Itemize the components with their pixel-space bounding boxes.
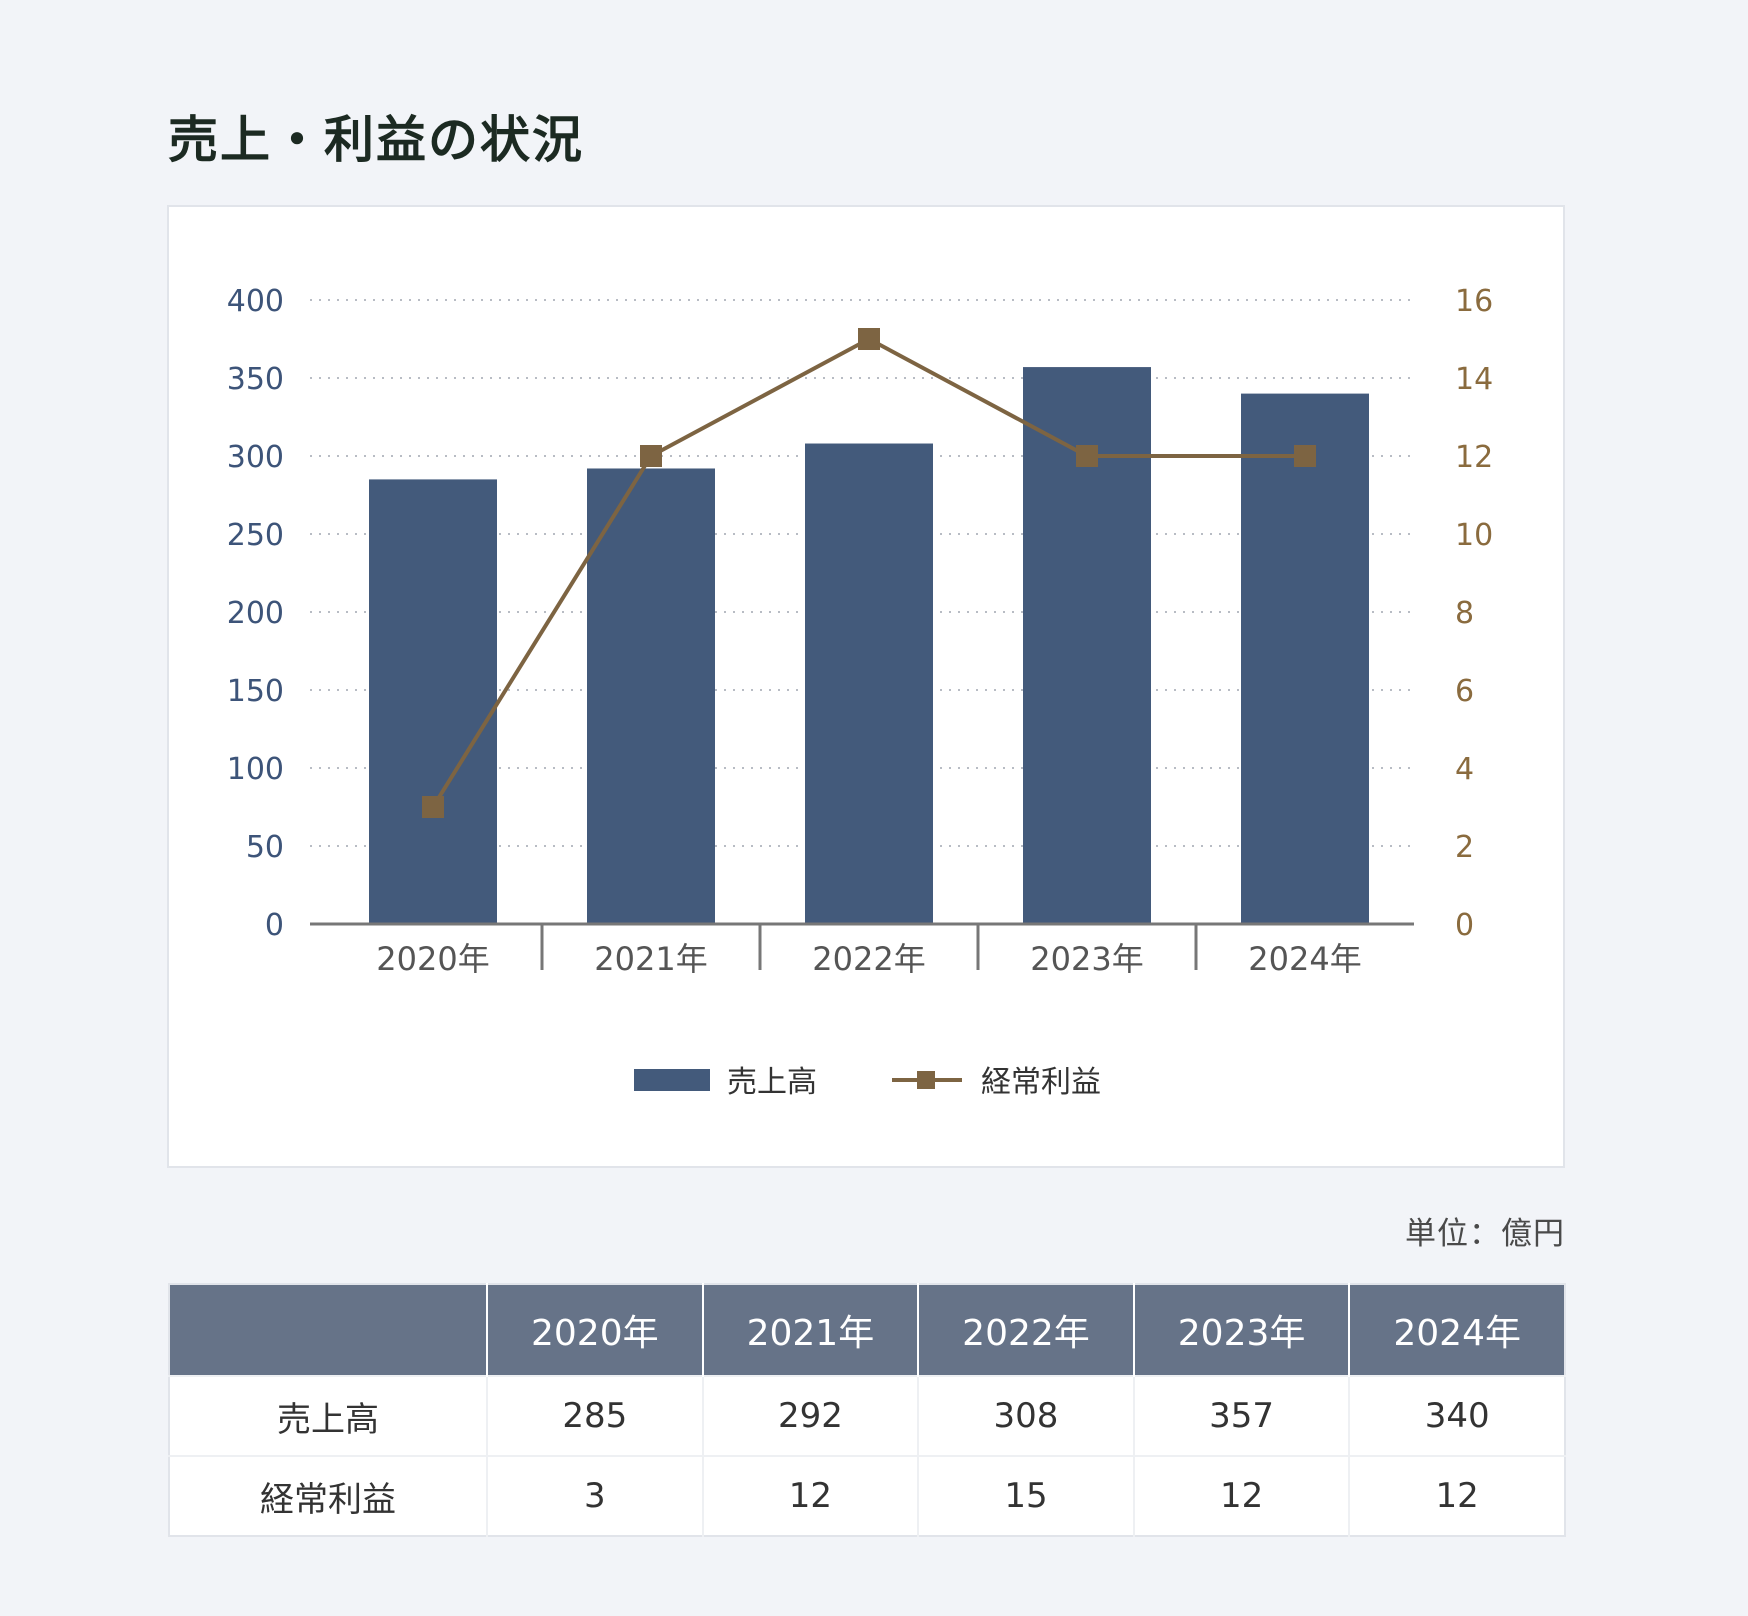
left-axis-tick-label: 150: [227, 674, 284, 709]
table-header-cell: 2022年: [917, 1284, 1134, 1376]
x-axis-tick-label: 2023年: [1030, 940, 1143, 978]
profit-marker-2024年: [1294, 445, 1316, 467]
left-axis-tick-label: 0: [265, 908, 284, 943]
table-header-cell: 2021年: [701, 1284, 919, 1376]
bar-2021年: [587, 468, 715, 924]
table-cell: 12: [701, 1455, 919, 1536]
table-cell: 357: [1132, 1375, 1350, 1456]
data-table: 2020年 2021年 2022年 2023年 2024年 売上高 285 29…: [168, 1283, 1566, 1537]
legend-swatch-sales: [634, 1069, 710, 1091]
right-axis-tick-label: 2: [1455, 830, 1474, 865]
unit-note: 単位：億円: [1405, 1216, 1565, 1252]
sales-profit-chart: 0 50 100 150 200 250 300 350 400 0 2 4 6 8 10 12 14 16 202…: [227, 284, 1493, 1100]
legend-marker-profit: [917, 1071, 935, 1089]
left-axis-tick-label: 100: [227, 752, 284, 787]
left-axis-tick-label: 200: [227, 596, 284, 631]
table-header-cell: [169, 1284, 487, 1376]
table-cell: 340: [1348, 1375, 1565, 1456]
right-axis-tick-label: 8: [1455, 596, 1474, 631]
left-axis-tick-label: 400: [227, 284, 284, 319]
table-cell: 292: [701, 1375, 919, 1456]
table-header-cell: 2020年: [486, 1284, 703, 1376]
x-axis-tick-label: 2020年: [376, 940, 489, 978]
bar-2020年: [369, 479, 497, 924]
right-axis-tick-label: 6: [1455, 674, 1474, 709]
right-axis-tick-label: 14: [1455, 362, 1493, 397]
right-axis-tick-label: 16: [1455, 284, 1493, 319]
page-title: 売上・利益の状況: [168, 111, 584, 169]
table-row: 経常利益 3 12 15 12 12: [169, 1455, 1565, 1536]
legend-label-sales: 売上高: [727, 1065, 817, 1100]
table-header-cell: 2024年: [1348, 1284, 1565, 1376]
profit-marker-2023年: [1076, 445, 1098, 467]
bar-2024年: [1241, 393, 1369, 925]
bar-2022年: [805, 443, 933, 924]
left-axis-tick-label: 250: [227, 518, 284, 553]
table-header-cell: 2023年: [1132, 1284, 1350, 1376]
table-cell: 12: [1348, 1455, 1565, 1536]
table-row: 売上高 285 292 308 357 340: [169, 1375, 1565, 1456]
x-axis-tick-label: 2022年: [812, 940, 925, 978]
table-cell: 12: [1132, 1455, 1350, 1536]
left-axis-tick-label: 300: [227, 440, 284, 475]
chart-card: 0 50 100 150 200 250 300 350 400 0 2 4 6 8 10 12 14 16 202…: [167, 205, 1565, 1168]
row-label: 売上高: [169, 1375, 487, 1456]
x-axis-tick-label: 2021年: [594, 940, 707, 978]
table-header-row: 2020年 2021年 2022年 2023年 2024年: [169, 1284, 1565, 1376]
left-axis-tick-label: 350: [227, 362, 284, 397]
table-cell: 285: [486, 1375, 703, 1456]
table-cell: 308: [917, 1375, 1134, 1456]
profit-marker-2021年: [640, 445, 662, 467]
x-axis-tick-label: 2024年: [1248, 940, 1361, 978]
right-axis-tick-label: 4: [1455, 752, 1474, 787]
table-cell: 3: [486, 1455, 703, 1536]
profit-marker-2020年: [422, 796, 444, 818]
right-axis-tick-label: 10: [1455, 518, 1493, 553]
left-axis-tick-label: 50: [246, 830, 284, 865]
right-axis-tick-label: 12: [1455, 440, 1493, 475]
profit-marker-2022年: [858, 328, 880, 350]
right-axis-tick-label: 0: [1455, 908, 1474, 943]
row-label: 経常利益: [169, 1455, 487, 1536]
legend-label-profit: 経常利益: [981, 1065, 1101, 1100]
table-cell: 15: [917, 1455, 1134, 1536]
